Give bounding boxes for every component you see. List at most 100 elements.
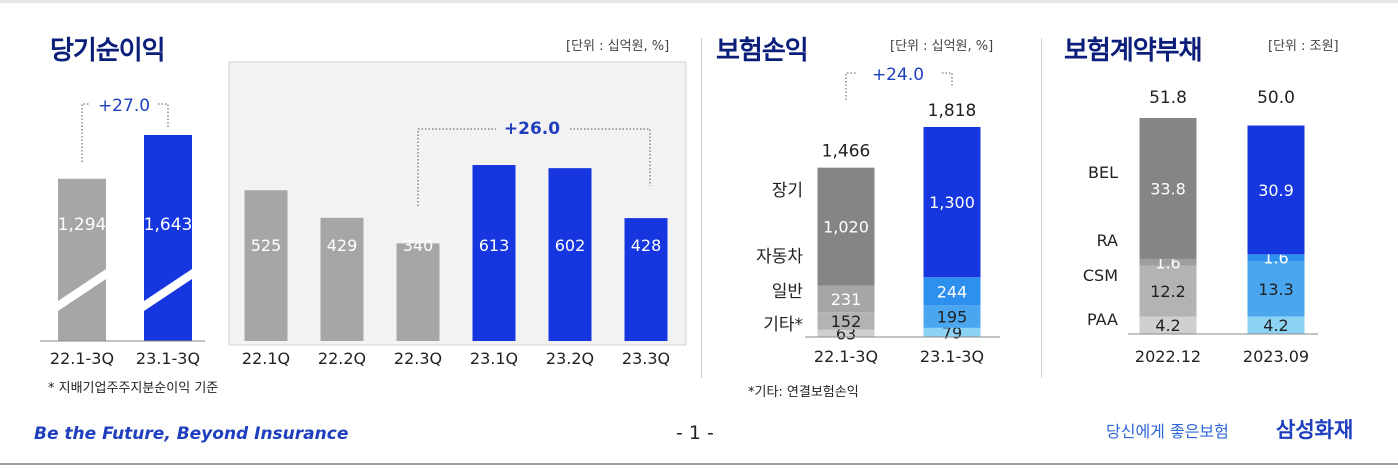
ytd-bracket-left (81, 103, 90, 162)
quarter-bar-value-label-1: 429 (327, 236, 358, 255)
insurance-profit-segment-label-0-2: 152 (831, 312, 862, 331)
contract-liability-series-label-1: RA (1097, 231, 1118, 250)
quarter-bar-5 (624, 218, 668, 341)
contract-liability-segment-0-2 (1139, 265, 1197, 317)
insurance-profit-segment-0-3 (817, 329, 875, 337)
contract-liability-segment-label-0-0: 33.8 (1150, 179, 1186, 198)
insurance-profit-segment-1-3 (923, 327, 981, 337)
contract-liability-segment-1-2 (1247, 261, 1305, 317)
top-rule (0, 0, 1398, 3)
insurance-profit-total-1: 1,818 (928, 101, 977, 121)
contract-liability-title: 보험계약부채 (1064, 36, 1203, 66)
contract-liability-segment-label-0-2: 12.2 (1150, 282, 1186, 301)
insurance-profit-x-tick-0: 22.1-3Q (814, 347, 878, 366)
ytd-bracket-right (158, 103, 169, 128)
net-income-title: 당기순이익 (50, 36, 166, 66)
ytd-bar-value-label-1: 1,643 (144, 215, 193, 235)
footer-slogan: 당신에게 좋은보험 (1106, 422, 1229, 441)
quarter-bar-value-label-4: 602 (555, 236, 586, 255)
quarter-bar-value-label-0: 525 (251, 236, 282, 255)
contract-liability-segment-label-1-2: 13.3 (1258, 280, 1294, 299)
footer-tagline: Be the Future, Beyond Insurance (34, 424, 349, 444)
quarterly-net-income-chart: 525 22.1Q 429 22.2Q 340 22.3Q 613 23.1Q 602 23.2Q… (242, 128, 670, 368)
insurance-profit-series-label-1: 자동차 (756, 247, 803, 267)
quarter-x-tick-1: 22.2Q (318, 349, 366, 368)
brand-logo-text: 삼성화재 (1276, 418, 1354, 442)
insurance-profit-change-annotation: +24.0 (872, 65, 924, 85)
net-income-unit: [단위 : 십억원, %] (566, 39, 670, 54)
ytd-net-income-chart: 1,294 22.1-3Q 1,643 23.1-3Q (40, 103, 205, 368)
insurance-profit-segment-0-1 (817, 285, 875, 313)
insurance-profit-x-tick-1: 23.1-3Q (920, 347, 984, 366)
bottom-rule (0, 463, 1398, 465)
quarter-x-tick-4: 23.2Q (546, 349, 594, 368)
quarter-bar-1 (320, 217, 364, 341)
divider-1 (701, 38, 702, 378)
quarter-x-tick-5: 23.3Q (622, 349, 670, 368)
contract-liability-chart: 4.212.21.633.851.82022.124.213.31.630.95… (1083, 88, 1318, 366)
quarter-bar-value-label-3: 613 (479, 236, 510, 255)
ytd-x-tick-0: 22.1-3Q (50, 349, 114, 368)
contract-liability-segment-1-0 (1247, 125, 1305, 255)
quarterly-bracket-left (417, 128, 496, 206)
contract-liability-segment-0-0 (1139, 118, 1197, 259)
ytd-bar-value-label-0: 1,294 (58, 215, 107, 235)
contract-liability-segment-0-3 (1139, 316, 1197, 334)
insurance-profit-segment-label-1-1: 244 (937, 282, 968, 301)
ytd-bar-0 (58, 178, 106, 341)
insurance-profit-unit: [단위 : 십억원, %] (890, 39, 994, 54)
contract-liability-segment-1-3 (1247, 316, 1305, 334)
insurance-profit-title: 보험손익 (716, 36, 809, 66)
insurance-profit-bracket-left (845, 72, 856, 100)
insurance-profit-series-label-2: 일반 (772, 282, 804, 302)
quarter-x-tick-3: 23.1Q (470, 349, 518, 368)
quarter-x-tick-0: 22.1Q (242, 349, 290, 368)
contract-liability-segment-0-1 (1139, 258, 1197, 266)
ytd-bar-break-mark-1 (144, 269, 192, 311)
insurance-profit-segment-label-0-0: 1,020 (823, 218, 869, 237)
contract-liability-segment-label-0-3: 4.2 (1155, 316, 1180, 335)
contract-liability-segment-1-1 (1247, 254, 1305, 262)
ytd-bar-break-mark-0 (58, 269, 106, 311)
insurance-profit-chart: 631522311,0201,46622.1-3Q791952441,3001,… (756, 72, 1000, 366)
contract-liability-segment-label-1-3: 4.2 (1263, 316, 1288, 335)
insurance-profit-segment-1-1 (923, 277, 981, 306)
quarterly-chart-bg (228, 61, 687, 346)
divider-2 (1041, 38, 1042, 378)
insurance-profit-segment-label-1-2: 195 (937, 308, 968, 327)
insurance-profit-series-label-3: 기타* (763, 315, 803, 335)
quarterly-change-annotation: +26.0 (504, 119, 560, 139)
contract-liability-unit: [단위 : 조원] (1268, 39, 1339, 54)
contract-liability-series-label-0: BEL (1088, 163, 1118, 182)
insurance-profit-bracket-right (942, 72, 953, 86)
contract-liability-x-tick-1: 2023.09 (1243, 347, 1309, 366)
insurance-profit-segment-0-0 (817, 167, 875, 286)
contract-liability-total-0: 51.8 (1149, 88, 1187, 108)
ytd-bar-1 (144, 135, 192, 341)
quarter-bar-value-label-2: 340 (403, 236, 434, 255)
charts-canvas: 1,294 22.1-3Q 1,643 23.1-3Q 525 22.1Q 429 22.2… (40, 61, 1318, 368)
insurance-profit-series-label-0: 장기 (772, 181, 803, 201)
insurance-profit-segment-label-0-1: 231 (831, 290, 862, 309)
quarter-bar-0 (244, 190, 288, 341)
insurance-profit-segment-label-1-3: 79 (942, 323, 962, 342)
insurance-profit-total-0: 1,466 (822, 142, 871, 162)
insurance-profit-segment-1-2 (923, 305, 981, 328)
quarter-bar-3 (472, 165, 516, 341)
net-income-footnote: * 지배기업주주지분순이익 기준 (48, 381, 219, 396)
contract-liability-series-label-3: PAA (1087, 310, 1118, 329)
insurance-profit-footnote: *기타: 연결보험손익 (748, 385, 859, 400)
quarter-bar-value-label-5: 428 (631, 236, 662, 255)
insurance-profit-segment-0-2 (817, 312, 875, 330)
quarter-x-tick-2: 22.3Q (394, 349, 442, 368)
page-number: - 1 - (676, 422, 714, 444)
insurance-profit-segment-1-0 (923, 127, 981, 278)
quarter-bar-2 (396, 243, 440, 341)
insurance-profit-segment-label-1-0: 1,300 (929, 193, 975, 212)
contract-liability-segment-label-1-0: 30.9 (1258, 181, 1294, 200)
contract-liability-total-1: 50.0 (1257, 88, 1295, 108)
ytd-x-tick-1: 23.1-3Q (136, 349, 200, 368)
contract-liability-x-tick-0: 2022.12 (1135, 347, 1201, 366)
ytd-change-annotation: +27.0 (98, 96, 150, 116)
quarter-bar-4 (548, 168, 592, 341)
